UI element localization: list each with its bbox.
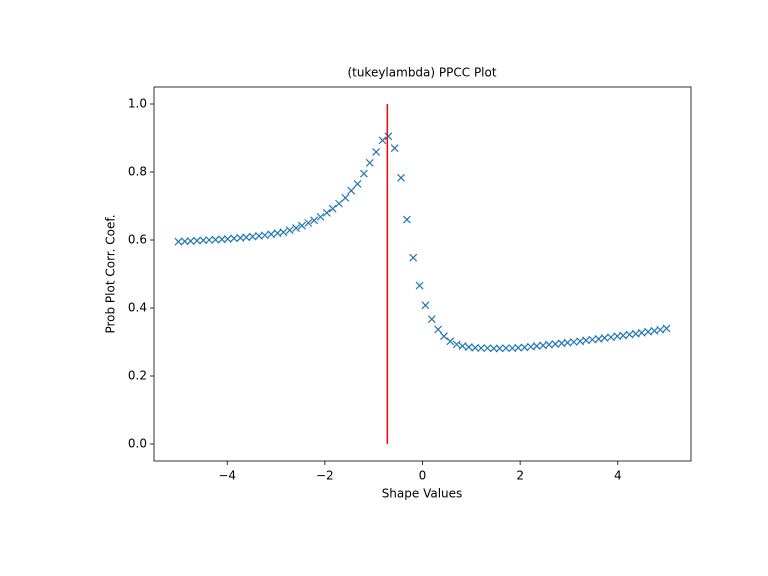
- marker: [551, 340, 560, 348]
- marker: [328, 204, 337, 213]
- y-tick-label: 1.0: [128, 97, 147, 111]
- marker: [464, 343, 473, 352]
- marker: [427, 315, 436, 324]
- marker: [279, 228, 288, 237]
- marker: [582, 336, 590, 345]
- marker: [471, 343, 480, 352]
- marker: [607, 333, 615, 342]
- marker: [421, 301, 430, 310]
- marker: [217, 235, 226, 244]
- x-tick-label: 0: [419, 469, 427, 483]
- marker: [297, 221, 306, 230]
- marker: [223, 235, 232, 243]
- marker: [520, 343, 529, 352]
- marker: [359, 169, 368, 178]
- marker: [186, 237, 195, 245]
- plot-frame: [153, 86, 692, 462]
- marker: [174, 237, 183, 246]
- marker: [514, 343, 523, 352]
- y-tick-label: 0.8: [128, 165, 147, 179]
- marker: [397, 173, 405, 182]
- marker: [619, 331, 628, 340]
- marker: [347, 186, 356, 195]
- marker: [625, 330, 634, 339]
- marker: [532, 342, 541, 351]
- marker: [193, 236, 201, 245]
- x-tick-label: 4: [614, 469, 622, 483]
- marker: [402, 215, 411, 224]
- marker: [285, 226, 294, 235]
- marker: [353, 179, 362, 188]
- marker: [662, 324, 671, 333]
- marker: [322, 208, 331, 217]
- y-axis-label: Prob Plot Corr. Coef.: [104, 214, 118, 333]
- marker: [440, 332, 448, 341]
- y-tick-label: 0.2: [128, 369, 147, 383]
- marker: [341, 193, 350, 202]
- marker: [508, 344, 517, 353]
- y-tick-label: 0.4: [128, 301, 147, 315]
- marker: [211, 235, 220, 244]
- marker: [483, 344, 492, 353]
- marker: [434, 325, 443, 334]
- marker: [230, 234, 238, 243]
- chart-title: (tukeylambda) PPCC Plot: [347, 66, 496, 80]
- marker: [304, 219, 313, 227]
- marker: [545, 340, 553, 349]
- marker: [644, 327, 652, 336]
- marker: [502, 344, 510, 353]
- x-tick-label: −4: [218, 469, 236, 483]
- marker: [310, 216, 319, 225]
- marker: [248, 232, 257, 241]
- marker: [205, 236, 214, 244]
- marker: [656, 325, 665, 334]
- marker: [588, 335, 597, 344]
- marker: [477, 344, 486, 353]
- marker: [316, 212, 325, 221]
- marker: [409, 253, 418, 262]
- marker: [365, 158, 374, 167]
- marker: [335, 199, 343, 208]
- marker: [452, 340, 461, 349]
- marker: [199, 236, 208, 245]
- marker: [569, 338, 578, 346]
- x-tick-label: 2: [516, 469, 524, 483]
- marker: [390, 144, 399, 153]
- marker: [384, 132, 393, 141]
- marker: [637, 328, 646, 337]
- marker: [563, 338, 572, 347]
- marker: [489, 344, 498, 353]
- marker: [446, 337, 455, 346]
- marker: [378, 136, 387, 145]
- x-axis-label: Shape Values: [382, 487, 463, 501]
- marker: [242, 233, 251, 242]
- y-tick-label: 0.0: [128, 437, 147, 451]
- marker: [600, 333, 609, 342]
- y-tick-label: 0.6: [128, 233, 147, 247]
- marker: [372, 148, 381, 156]
- marker: [260, 231, 269, 240]
- marker: [180, 237, 189, 246]
- marker: [458, 342, 467, 351]
- x-tick-label: −2: [316, 469, 334, 483]
- marker: [267, 230, 276, 239]
- marker: [415, 281, 424, 290]
- marker: [495, 344, 504, 353]
- marker: [292, 224, 300, 233]
